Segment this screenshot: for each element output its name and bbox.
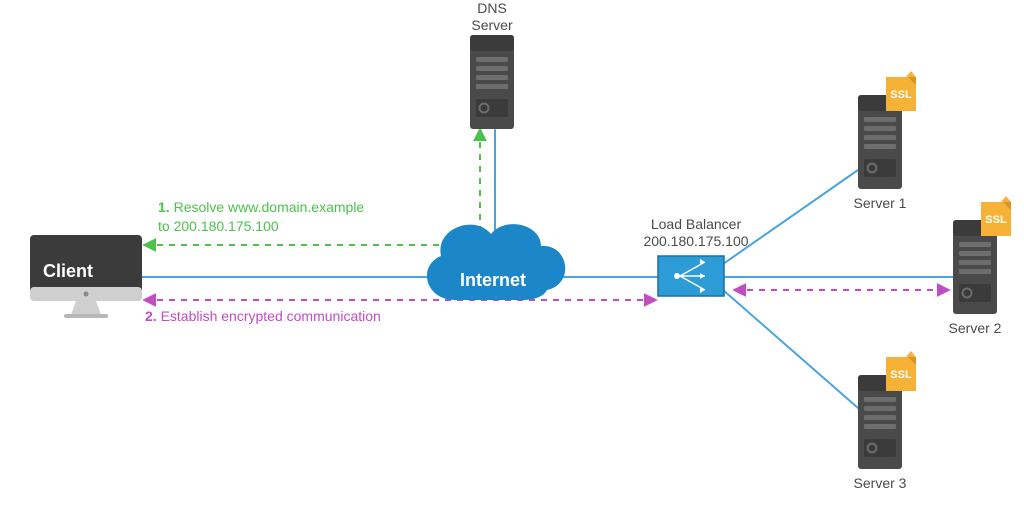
- ssl-badge: SSL: [886, 351, 916, 391]
- step1-num: 1.: [158, 199, 170, 215]
- ssl-badge: SSL: [981, 196, 1011, 236]
- dns-node: [470, 35, 514, 129]
- step1-annotation: 1. Resolve www.domain.exampleto 200.180.…: [158, 198, 364, 236]
- server3-label: Server 3: [840, 475, 920, 492]
- server2-label: Server 2: [935, 320, 1015, 337]
- internet-label: Internet: [460, 270, 526, 292]
- lb-title: Load Balancer: [636, 216, 756, 233]
- server1-label: Server 1: [840, 195, 920, 212]
- dns-label: DNSServer: [448, 0, 536, 34]
- step1-text: Resolve www.domain.exampleto 200.180.175…: [158, 199, 364, 234]
- diagram-canvas: SSL SSL SSL: [0, 0, 1024, 508]
- step2-num: 2.: [145, 308, 157, 324]
- ssl-badge: SSL: [886, 71, 916, 111]
- ssl-text: SSL: [890, 89, 912, 101]
- lb-ip: 200.180.175.100: [636, 233, 756, 250]
- ssl-text: SSL: [890, 369, 912, 381]
- topology-line: [723, 290, 858, 408]
- lb-node: [658, 256, 724, 296]
- step2-text: Establish encrypted communication: [161, 308, 381, 324]
- ssl-text: SSL: [985, 214, 1007, 226]
- step2-annotation: 2. Establish encrypted communication: [145, 307, 381, 326]
- client-label: Client: [43, 261, 93, 283]
